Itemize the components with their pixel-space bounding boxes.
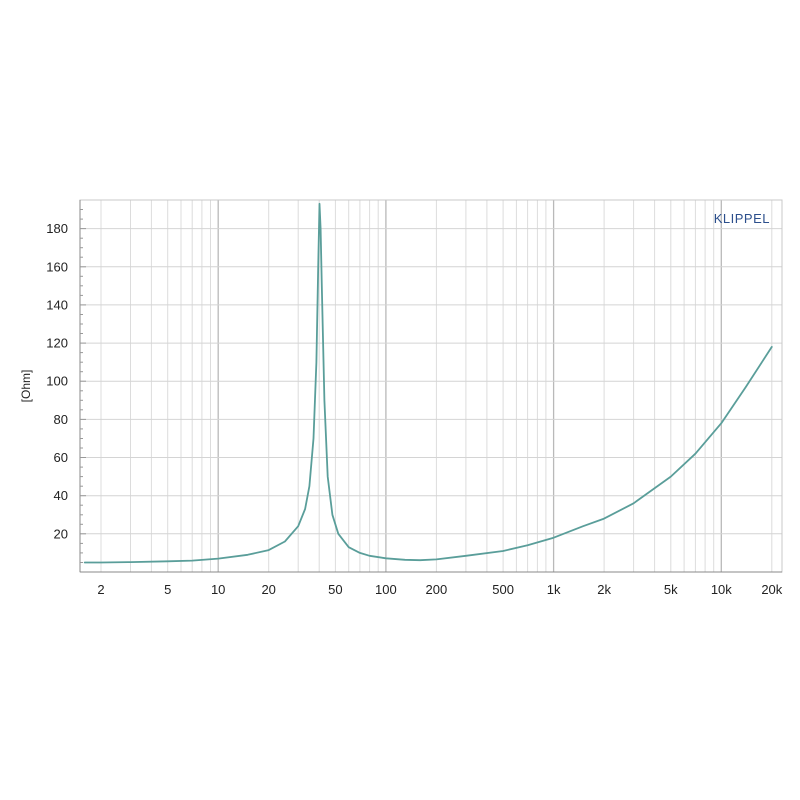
series-layer: [83, 202, 773, 564]
x-tick-label: 2: [97, 582, 104, 597]
y-axis-title: [Ohm]: [19, 370, 33, 403]
y-tick-label: 140: [46, 297, 68, 312]
impedance-series-line: [83, 202, 773, 564]
x-tick-label: 10k: [711, 582, 732, 597]
y-gridlines: [80, 228, 782, 535]
y-tick-labels: 20 40 60 80 100 120 140 160 180: [46, 221, 68, 541]
y-tick-label: 120: [46, 336, 68, 351]
x-tick-label: 20: [261, 582, 275, 597]
x-tick-label: 1k: [547, 582, 561, 597]
x-tick-label: 20k: [761, 582, 782, 597]
y-tick-label: 160: [46, 259, 68, 274]
x-tick-label: 10: [211, 582, 225, 597]
x-gridlines: [100, 200, 773, 572]
x-tick-label: 50: [328, 582, 342, 597]
x-tick-label: 200: [426, 582, 448, 597]
y-tick-label: 100: [46, 374, 68, 389]
x-tick-label: 5: [164, 582, 171, 597]
x-tick-label: 500: [492, 582, 514, 597]
x-tick-label: 5k: [664, 582, 678, 597]
y-tick-label: 60: [54, 450, 68, 465]
y-tick-label: 20: [54, 526, 68, 541]
y-tick-label: 40: [54, 488, 68, 503]
x-tick-label: 2k: [597, 582, 611, 597]
plot-background: [80, 200, 782, 572]
y-minor-ticks: [80, 209, 86, 563]
y-tick-label: 80: [54, 412, 68, 427]
x-tick-labels: 2 5 10 20 50 100 200 500 1k 2k 5k 10k 20k: [97, 582, 782, 597]
y-tick-label: 180: [46, 221, 68, 236]
x-tick-label: 100: [375, 582, 397, 597]
brand-logo-text: KLIPPEL: [714, 211, 770, 226]
